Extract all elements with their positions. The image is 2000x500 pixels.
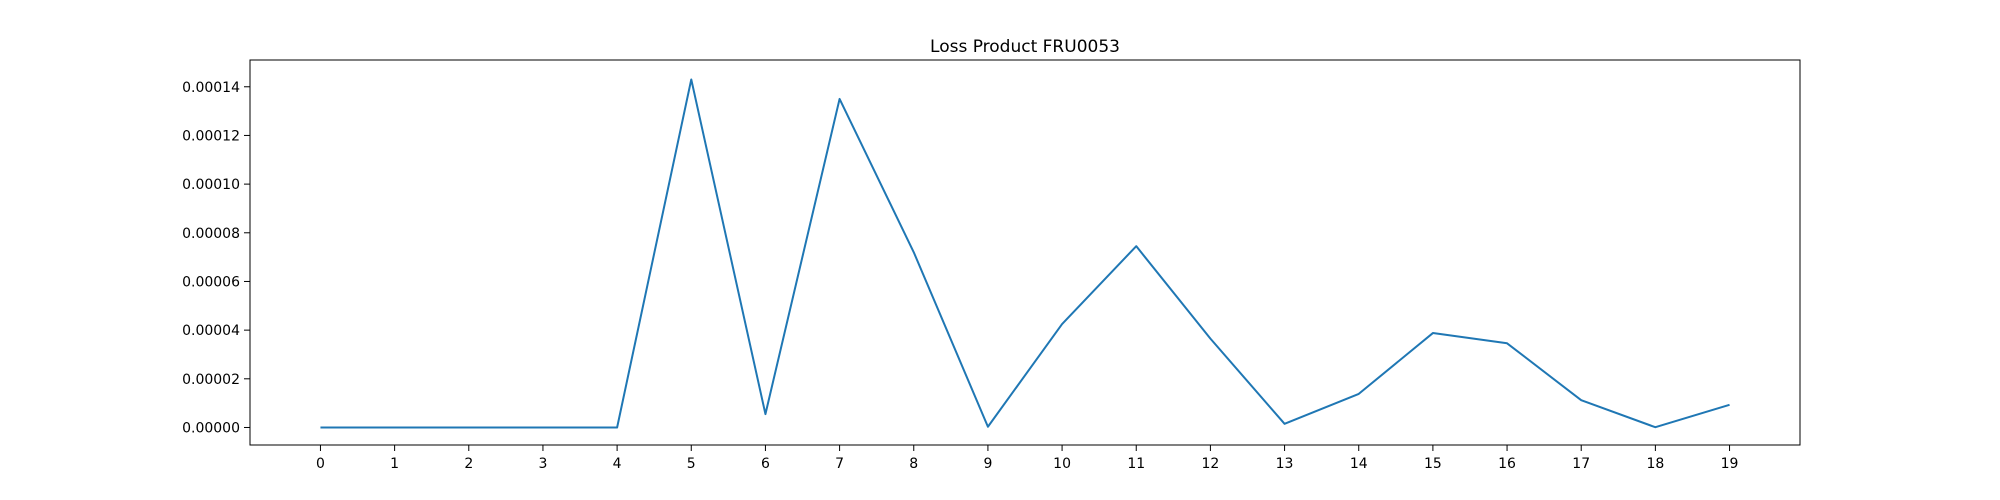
x-tick-label: 17 xyxy=(1572,456,1590,472)
x-tick-label: 12 xyxy=(1201,456,1219,472)
x-tick-label: 1 xyxy=(390,456,399,472)
x-tick-label: 15 xyxy=(1424,456,1442,472)
x-tick-label: 10 xyxy=(1053,456,1071,472)
x-tick-label: 4 xyxy=(613,456,622,472)
x-tick-label: 11 xyxy=(1127,456,1145,472)
y-tick-label: 0.00010 xyxy=(182,177,240,193)
series-layer xyxy=(320,78,1730,429)
x-tick-label: 5 xyxy=(687,456,696,472)
x-tick-label: 14 xyxy=(1350,456,1368,472)
x-axis: 0 1 2 3 4 5 6 7 8 9 10 11 12 13 14 15 16 17 18 19 xyxy=(316,445,1738,472)
x-tick-label: 7 xyxy=(835,456,844,472)
x-tick-label: 3 xyxy=(538,456,547,472)
plot-frame xyxy=(249,59,1801,446)
y-tick-label: 0.00014 xyxy=(182,80,240,96)
x-tick-label: 19 xyxy=(1721,456,1739,472)
x-tick-label: 2 xyxy=(464,456,473,472)
y-tick-label: 0.00000 xyxy=(182,420,240,436)
x-tick-label: 8 xyxy=(909,456,918,472)
y-tick-label: 0.00006 xyxy=(182,274,240,290)
x-tick-label: 6 xyxy=(761,456,770,472)
x-tick-label: 16 xyxy=(1498,456,1516,472)
y-tick-label: 0.00012 xyxy=(182,128,240,144)
x-tick-label: 13 xyxy=(1276,456,1294,472)
series-line xyxy=(320,78,1730,429)
x-tick-label: 18 xyxy=(1646,456,1664,472)
y-tick-label: 0.00008 xyxy=(182,226,240,242)
y-axis: 0.00000 0.00002 0.00004 0.00006 0.00008 0.000… xyxy=(182,80,250,436)
y-tick-label: 0.00004 xyxy=(182,323,240,339)
x-tick-label: 9 xyxy=(983,456,992,472)
y-tick-label: 0.00002 xyxy=(182,372,240,388)
chart-title: Loss Product FRU0053 xyxy=(930,37,1120,57)
x-tick-label: 0 xyxy=(316,456,325,472)
